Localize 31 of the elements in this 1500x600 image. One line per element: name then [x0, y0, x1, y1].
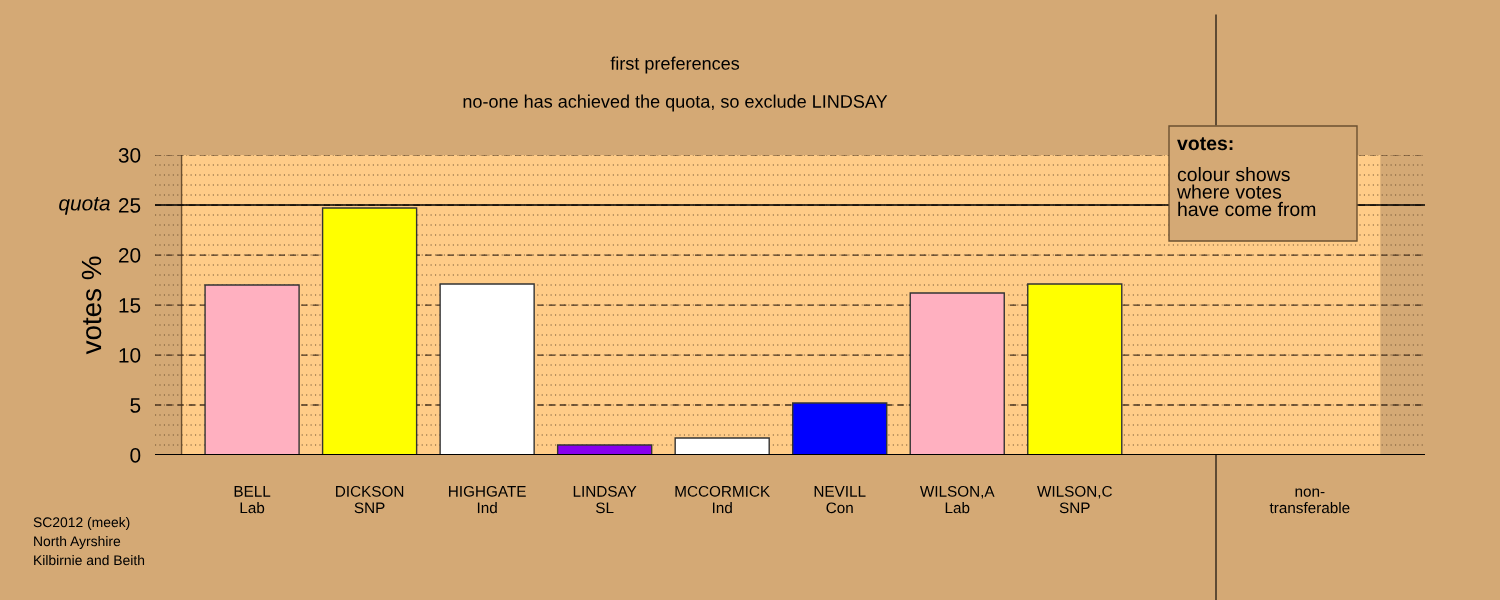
bar — [556, 444, 653, 455]
y-tick-label: 0 — [130, 448, 141, 463]
x-tick-label: HIGHGATE Ind — [449, 485, 526, 514]
x-tick-label: LINDSAY SL — [573, 485, 637, 514]
bar — [321, 207, 418, 455]
bar — [792, 402, 888, 455]
x-tick-label: WILSON,C SNP — [1037, 485, 1112, 514]
bar — [1027, 283, 1123, 455]
ref-line-label: quota — [59, 196, 110, 215]
chart-title: first preferences — [610, 56, 740, 74]
y-tick-label: 10 — [119, 348, 141, 363]
bar — [674, 437, 770, 455]
text: SC2012 (meek) North Ayrshire Kilbirnie and Beith — [33, 517, 145, 566]
y-tick-label: 25 — [118, 198, 141, 213]
bar — [439, 283, 535, 455]
x-tick-label: DICKSON SNP — [336, 485, 404, 514]
x-tick-label: MCCORMICK Ind — [675, 485, 770, 514]
bar — [909, 292, 1005, 455]
y-tick-label: 15 — [119, 298, 141, 313]
x-tick-label: NEVILL Con — [814, 486, 866, 514]
text: votes: — [1177, 137, 1233, 151]
y-tick-label: 30 — [118, 148, 141, 163]
annotation: colour shows where votes have come from — [1176, 167, 1316, 217]
bar — [204, 284, 300, 455]
y-tick-label: 5 — [130, 398, 141, 413]
x-tick-label: WILSON,A Lab — [919, 485, 995, 514]
x-tick-label: non- transferable — [1269, 488, 1350, 514]
y-axis-title: votes % — [81, 256, 102, 355]
y-tick-label: 20 — [118, 248, 141, 263]
chart-subtitle: no-one has achieved the quota, so exclude LINDSAY — [463, 94, 888, 112]
x-tick-label: BELL Lab — [234, 486, 271, 514]
